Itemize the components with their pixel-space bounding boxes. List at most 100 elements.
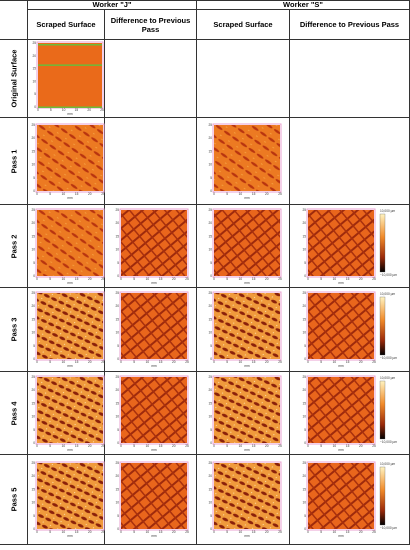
row-label: Pass 1 [0, 118, 28, 205]
map-frame [212, 123, 281, 192]
x-tick-label: 0 [120, 360, 122, 364]
map-edge [37, 64, 102, 66]
map-frame [212, 375, 281, 444]
y-tick-label: 10 [115, 414, 119, 418]
y-tick-label: 0 [304, 527, 306, 531]
x-tick-label: 15 [346, 444, 350, 448]
x-tick-label: 25 [372, 360, 376, 364]
x-tick-label: 20 [265, 530, 269, 534]
x-tick-label: 10 [238, 530, 242, 534]
y-tick-label: 15 [31, 401, 35, 405]
map [36, 463, 103, 529]
y-tick-label: 5 [210, 427, 212, 431]
y-tick-label: 15 [208, 234, 212, 238]
x-tick-label: 5 [226, 360, 228, 364]
y-tick-label: 10 [115, 501, 119, 505]
y-tick-label: 5 [33, 175, 35, 179]
x-tick-label: 20 [172, 530, 176, 534]
y-tick-label: 0 [33, 189, 35, 193]
x-tick-label: 15 [159, 530, 163, 534]
x-tick-label: 10 [333, 277, 337, 281]
x-axis-unit: mm [151, 534, 157, 538]
y-tick-label: 0 [117, 357, 119, 361]
colorbar-min: −10,000 µm [380, 526, 397, 530]
x-tick-label: 25 [278, 360, 282, 364]
y-tick-label: 5 [210, 344, 212, 348]
x-tick-label: 20 [88, 360, 92, 364]
y-tick-label: 0 [304, 274, 306, 278]
x-tick-label: 25 [278, 192, 282, 196]
colorbar-min: −10,000 µm [380, 440, 397, 444]
x-tick-label: 15 [74, 192, 78, 196]
x-tick-label: 20 [265, 360, 269, 364]
x-tick-label: 0 [213, 444, 215, 448]
map [213, 463, 280, 529]
x-tick-label: 20 [87, 108, 91, 112]
map-frame [306, 291, 376, 361]
y-tick-label: 0 [33, 274, 35, 278]
x-tick-label: 10 [61, 530, 65, 534]
y-tick-label: 20 [32, 54, 36, 58]
map [36, 124, 103, 191]
cell [28, 40, 105, 118]
y-tick-label: 20 [31, 474, 35, 478]
x-tick-label: 10 [61, 444, 65, 448]
y-tick-label: 5 [117, 344, 119, 348]
y-tick-label: 5 [34, 92, 36, 96]
y-tick-label: 25 [208, 208, 212, 212]
y-tick-label: 15 [302, 487, 306, 491]
y-tick-label: 25 [115, 375, 119, 379]
x-axis-unit: mm [67, 281, 73, 285]
map-frame [35, 208, 104, 277]
x-tick-label: 5 [320, 360, 322, 364]
row-label: Pass 2 [0, 205, 28, 288]
cell [105, 118, 197, 205]
colorbar-max: 10,000 µm [380, 376, 395, 380]
x-tick-label: 5 [133, 530, 135, 534]
y-tick-label: 0 [210, 441, 212, 445]
x-tick-label: 10 [238, 192, 242, 196]
cell [105, 288, 197, 372]
x-tick-label: 20 [265, 192, 269, 196]
x-tick-label: 0 [213, 277, 215, 281]
x-tick-label: 0 [120, 277, 122, 281]
y-tick-label: 5 [304, 427, 306, 431]
x-axis-unit: mm [67, 534, 73, 538]
x-tick-label: 0 [307, 530, 309, 534]
y-tick-label: 0 [117, 527, 119, 531]
y-tick-label: 5 [33, 260, 35, 264]
x-tick-label: 10 [61, 192, 65, 196]
x-tick-label: 25 [372, 444, 376, 448]
x-tick-label: 20 [172, 277, 176, 281]
y-tick-label: 10 [208, 414, 212, 418]
y-tick-label: 10 [31, 414, 35, 418]
map-frame [306, 375, 376, 444]
label: Scraped Surface [213, 20, 273, 29]
y-tick-label: 0 [33, 527, 35, 531]
x-tick-label: 25 [101, 360, 105, 364]
y-tick-label: 10 [31, 162, 35, 166]
y-tick-label: 5 [210, 260, 212, 264]
map-frame [119, 291, 189, 361]
y-tick-label: 0 [117, 441, 119, 445]
y-tick-label: 15 [31, 149, 35, 153]
y-tick-label: 15 [32, 67, 36, 71]
x-axis-unit: mm [67, 196, 73, 200]
y-tick-label: 15 [302, 317, 306, 321]
x-tick-label: 10 [61, 360, 65, 364]
y-tick-label: 25 [31, 461, 35, 465]
y-tick-label: 0 [210, 274, 212, 278]
y-tick-label: 0 [34, 105, 36, 109]
x-axis-unit: mm [151, 364, 157, 368]
x-tick-label: 15 [346, 277, 350, 281]
label: Pass 4 [9, 401, 18, 425]
x-tick-label: 0 [37, 108, 39, 112]
x-tick-label: 10 [61, 108, 65, 112]
y-tick-label: 0 [304, 441, 306, 445]
x-tick-label: 10 [238, 444, 242, 448]
